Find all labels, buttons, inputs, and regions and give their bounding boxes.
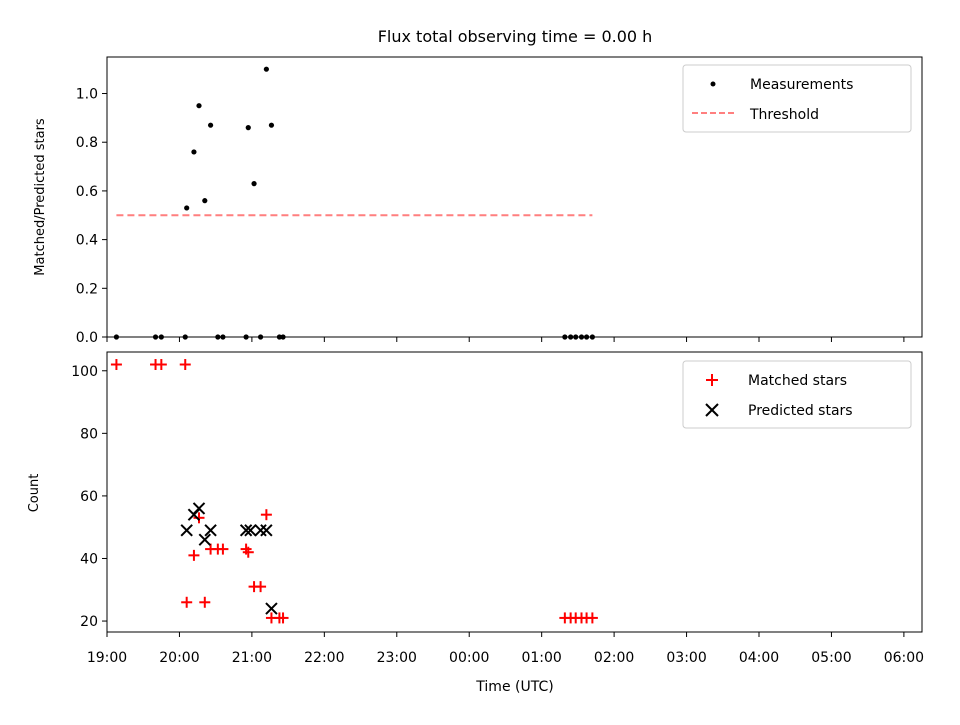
predicted-star-point [265, 602, 278, 615]
predicted-star-point [244, 524, 257, 537]
y-tick-label: 1.0 [76, 87, 98, 103]
x-tick-label: 20:00 [159, 650, 199, 666]
measurement-point [196, 103, 202, 109]
top-panel: Flux total observing time = 0.00 h Match… [33, 27, 923, 346]
x-tick-label: 22:00 [304, 650, 344, 666]
matched-star-point [217, 543, 229, 555]
matched-star-point [255, 581, 267, 593]
legend-measurements-marker [710, 81, 716, 87]
x-tick-label: 05:00 [811, 650, 851, 666]
x-tick-label: 03:00 [666, 650, 706, 666]
y-tick-label: 0.6 [76, 184, 98, 200]
top-legend: Measurements Threshold [682, 64, 912, 133]
y-tick-label: 0.4 [76, 233, 98, 249]
predicted-star-point [180, 524, 193, 537]
matched-star-point [586, 612, 598, 624]
legend-matched-marker [706, 374, 718, 386]
matched-star-point [188, 549, 200, 561]
x-tick-label: 04:00 [739, 650, 779, 666]
legend-matched-label: Matched stars [748, 373, 847, 389]
matched-star-point [181, 596, 193, 608]
measurement-point [251, 181, 257, 187]
predicted-star-point [254, 524, 267, 537]
matched-star-point [242, 546, 254, 558]
matched-star-point [179, 359, 191, 371]
measurement-point [191, 149, 197, 155]
x-tick-label: 02:00 [594, 650, 634, 666]
predicted-star-point [204, 524, 217, 537]
predicted-star-point [260, 524, 273, 537]
y-tick-label: 80 [80, 426, 98, 442]
measurement-point [207, 122, 214, 128]
x-tick-label: 06:00 [884, 650, 924, 666]
y-tick-label: 0.2 [76, 281, 98, 297]
matched-star-point [199, 596, 211, 608]
x-axis-label: Time (UTC) [475, 679, 553, 695]
predicted-star-point [239, 524, 253, 537]
measurement-point [268, 122, 275, 128]
matched-star-point [277, 612, 289, 624]
matched-star-point [110, 359, 122, 371]
bottom-y-axis-label: Count [27, 474, 42, 513]
matched-star-point [193, 512, 205, 524]
legend-measurements-label: Measurements [750, 77, 853, 93]
top-chart-title: Flux total observing time = 0.00 h [378, 27, 653, 46]
matched-star-point [155, 359, 167, 371]
predicted-star-point [192, 502, 206, 515]
y-tick-label: 0.8 [76, 135, 98, 151]
predicted-star-point [198, 533, 212, 546]
top-y-axis-label: Matched/Predicted stars [33, 118, 48, 276]
bottom-legend-box [682, 360, 912, 429]
y-tick-label: 20 [80, 614, 98, 630]
x-tick-label: 01:00 [521, 650, 561, 666]
measurement-point [202, 198, 208, 204]
legend-predicted-label: Predicted stars [748, 403, 853, 419]
measurement-point [184, 205, 190, 211]
top-legend-box [682, 64, 912, 133]
legend-threshold-label: Threshold [749, 107, 819, 123]
y-tick-label: 40 [80, 551, 98, 567]
measurement-point [245, 125, 251, 131]
matched-star-point [260, 509, 272, 521]
legend-predicted-marker [705, 403, 719, 417]
y-tick-label: 0.0 [76, 330, 98, 346]
x-tick-label: 00:00 [449, 650, 489, 666]
bottom-legend: Matched stars Predicted stars [682, 360, 912, 429]
y-tick-label: 60 [80, 489, 98, 505]
bottom-plot-frame [106, 351, 923, 633]
bottom-panel: Count Time (UTC) 20 40 60 80 100 19:00 20:00 21… [27, 351, 924, 695]
x-tick-label: 19:00 [87, 650, 127, 666]
y-tick-label: 100 [71, 364, 98, 380]
x-tick-label: 23:00 [377, 650, 417, 666]
x-tick-label: 21:00 [232, 650, 272, 666]
measurement-point [263, 66, 269, 72]
top-plot-frame [106, 56, 923, 338]
